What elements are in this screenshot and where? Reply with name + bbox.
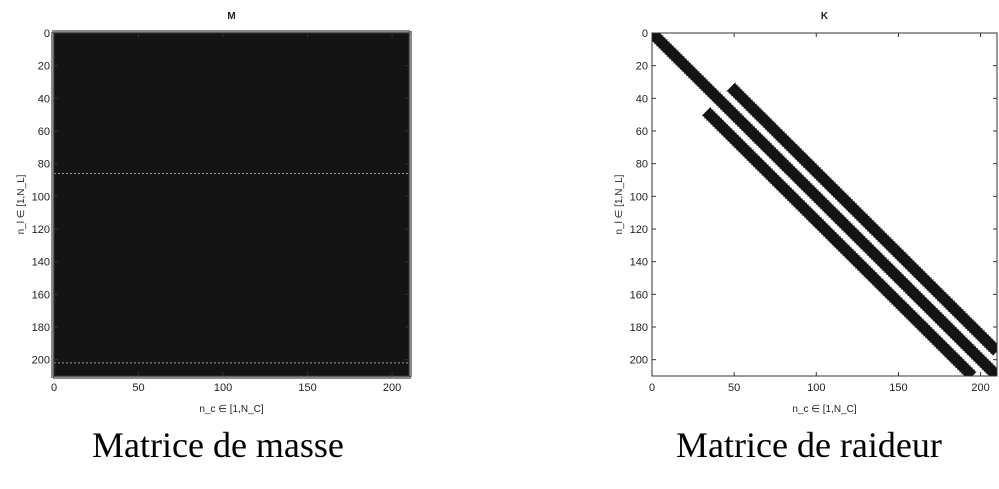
x-tick-label: 200	[971, 382, 989, 394]
x-axis-label: n_c ∈ [1,N_C]	[792, 404, 857, 415]
y-tick-label: 160	[32, 289, 50, 301]
y-tick-label: 100	[630, 191, 648, 203]
y-tick-label: 140	[32, 257, 50, 269]
axes-frame	[53, 32, 410, 377]
y-tick-label: 20	[38, 61, 50, 73]
chart-title: K	[821, 11, 829, 22]
x-tick-label: 0	[649, 382, 655, 394]
y-axis-label: n_l ∈ [1,N_L]	[614, 174, 625, 234]
y-tick-label: 80	[636, 159, 648, 171]
mass-matrix-caption: Matrice de masse	[92, 425, 344, 465]
y-tick-label: 140	[630, 257, 648, 269]
y-tick-label: 20	[636, 61, 648, 73]
x-tick-label: 100	[214, 382, 232, 394]
x-tick-label: 150	[889, 382, 907, 394]
matrix-fill	[54, 33, 409, 376]
y-tick-label: 80	[38, 159, 50, 171]
mass-matrix-panel: 0 50 100 150 200 0 20 40 60 80 100 120 140 160 180 200 M…	[16, 11, 412, 465]
axes-frame	[651, 32, 998, 377]
x-tick-label: 200	[383, 382, 401, 394]
chart-title: M	[227, 11, 235, 22]
y-tick-label: 180	[32, 322, 50, 334]
x-tick-label: 50	[728, 382, 740, 394]
x-tick-label: 50	[132, 382, 144, 394]
x-tick-label: 150	[298, 382, 316, 394]
y-tick-label: 180	[630, 322, 648, 334]
y-tick-label: 0	[44, 28, 50, 40]
stiffness-matrix-chart: 0 50 100 150 200 0 20 40 60 80 100 120 140 160 180 200 K…	[614, 11, 998, 415]
y-tick-label: 160	[630, 289, 648, 301]
stiffness-matrix-caption: Matrice de raideur	[676, 425, 942, 465]
y-tick-label: 100	[32, 191, 50, 203]
diagonal-band-edge-0	[652, 33, 997, 376]
y-tick-label: 200	[32, 355, 50, 367]
x-axis-label: n_c ∈ [1,N_C]	[199, 404, 264, 415]
y-tick-label: 120	[32, 224, 50, 236]
y-tick-label: 0	[642, 28, 648, 40]
matrix-fill-edge	[51, 30, 412, 379]
mass-matrix-chart: 0 50 100 150 200 0 20 40 60 80 100 120 140 160 180 200 M…	[16, 11, 412, 415]
stiffness-matrix-panel: 0 50 100 150 200 0 20 40 60 80 100 120 140 160 180 200 K…	[500, 0, 999, 489]
y-tick-label: 40	[636, 93, 648, 105]
diagonal-band-edge-2	[701, 106, 977, 376]
y-tick-label: 200	[630, 355, 648, 367]
diagonal-band-edge-1	[726, 82, 997, 357]
y-tick-label: 60	[636, 126, 648, 138]
y-axis-label: n_l ∈ [1,N_L]	[16, 174, 27, 234]
x-tick-label: 100	[807, 382, 825, 394]
y-tick-label: 120	[630, 224, 648, 236]
y-tick-label: 60	[38, 126, 50, 138]
y-tick-label: 40	[38, 93, 50, 105]
x-tick-label: 0	[51, 382, 57, 394]
